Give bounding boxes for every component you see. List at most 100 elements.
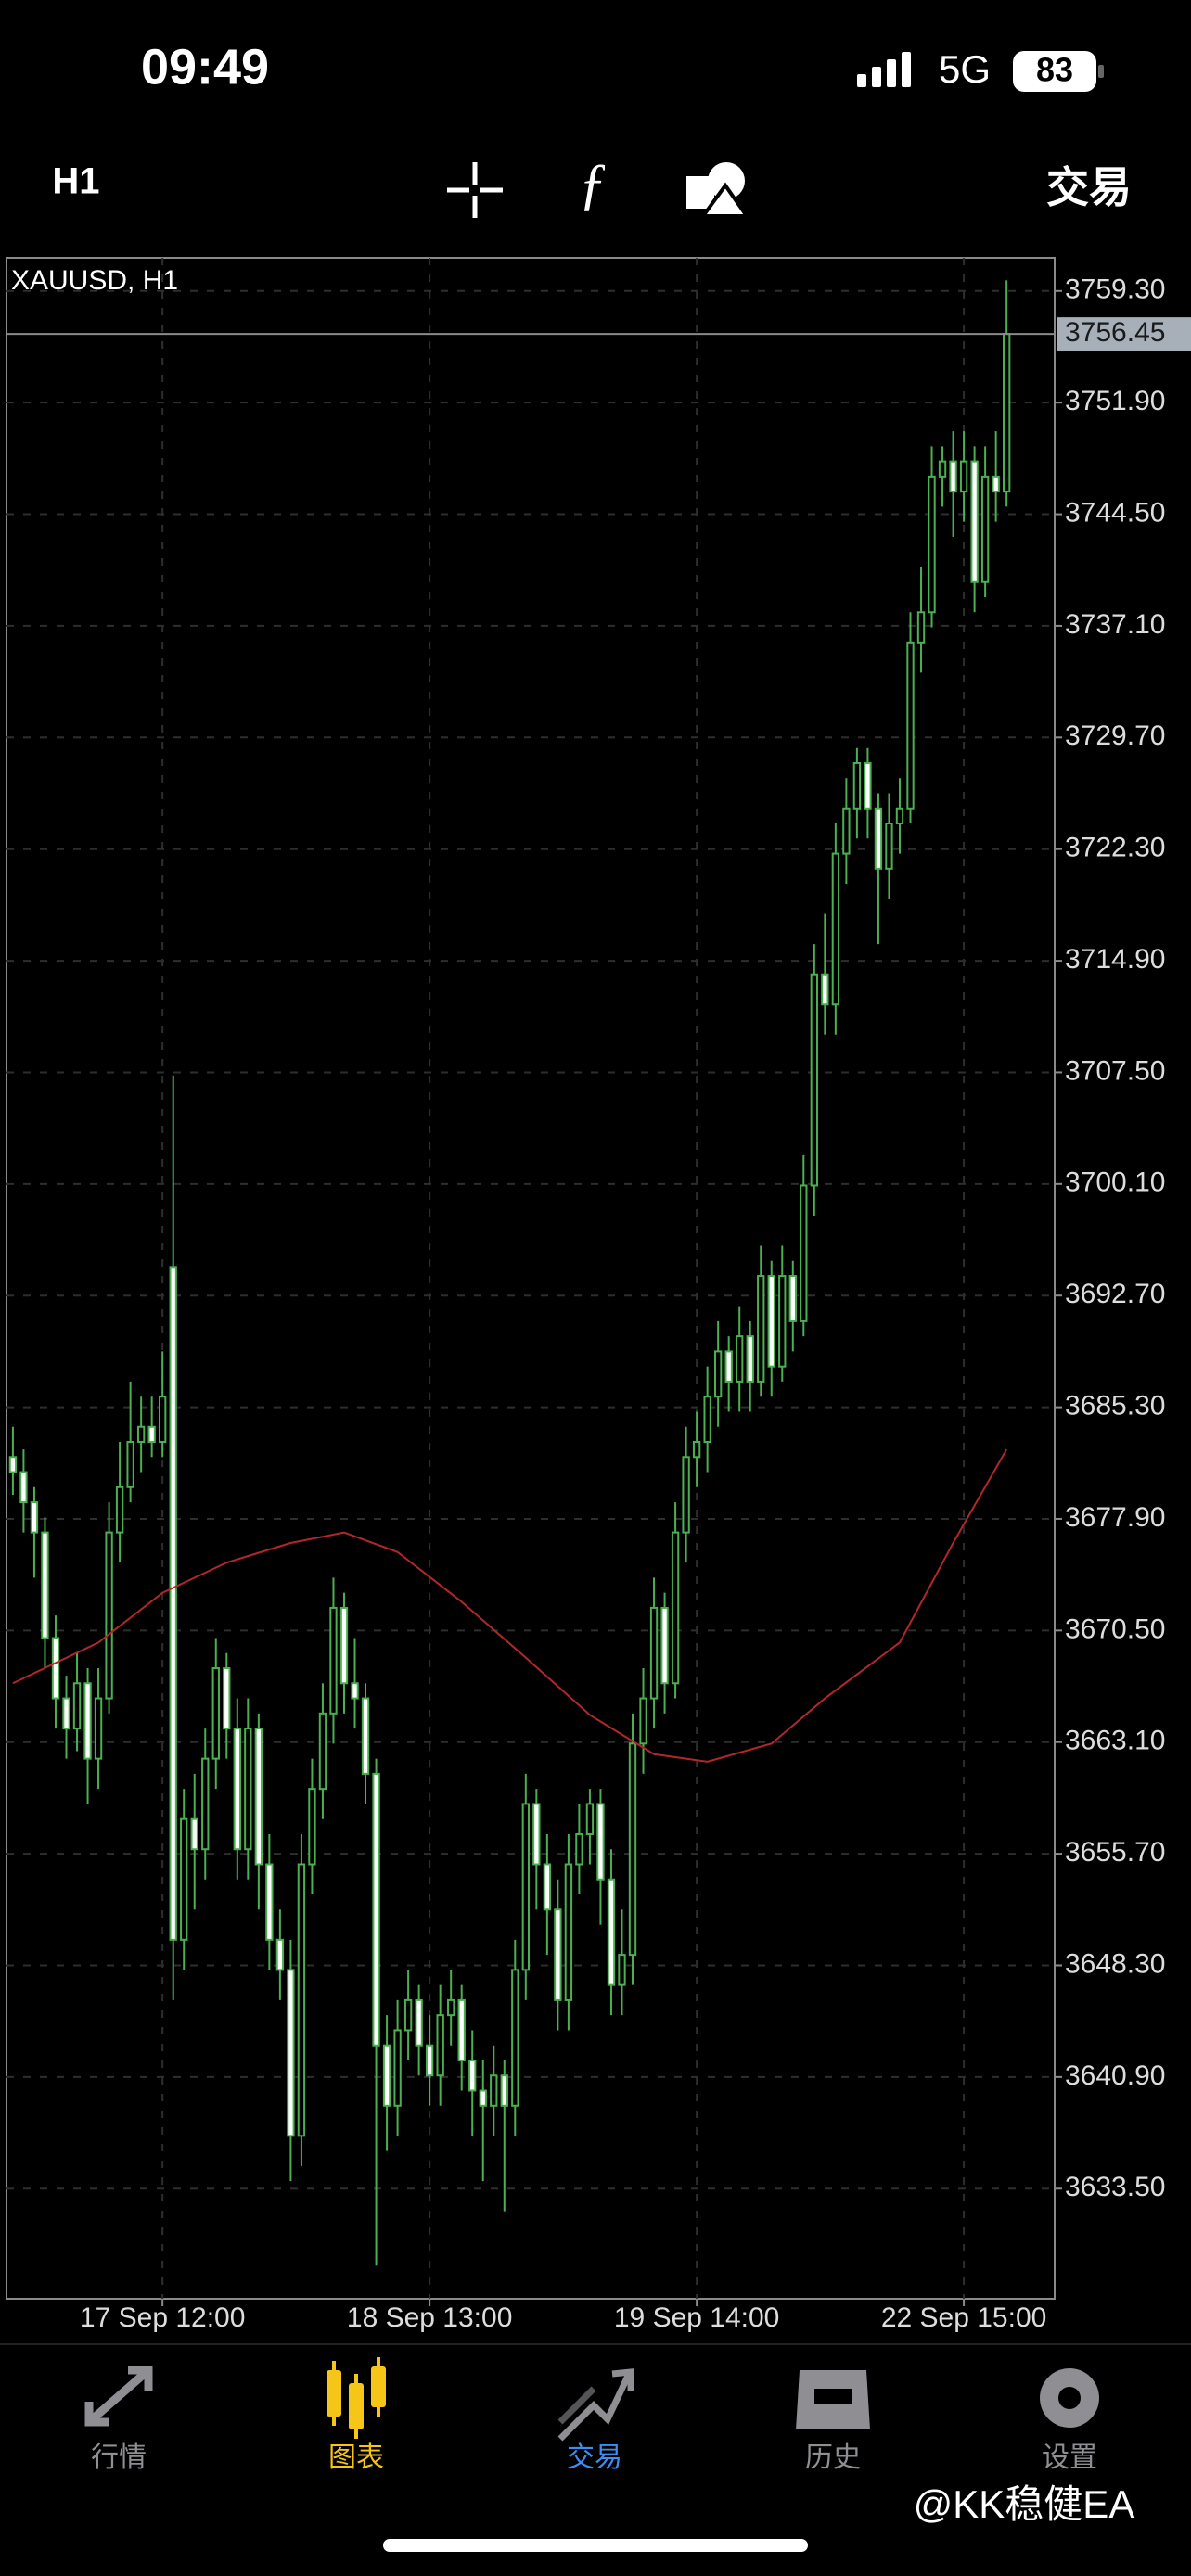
candle-body <box>275 1938 285 1971</box>
watermark: @KK稳健EA <box>914 2482 1135 2526</box>
x-tick-label: 22 Sep 15:00 <box>881 2302 1047 2333</box>
plot <box>6 258 1062 2306</box>
candle-body <box>382 2044 391 2107</box>
candle-body <box>532 1803 541 1866</box>
candle-body <box>393 2029 402 2107</box>
candle-body <box>660 1606 669 1685</box>
candle-body <box>713 1350 723 1398</box>
candle-body <box>767 1275 775 1368</box>
tab-bar: 行情 图表 交易 历史 设置 <box>91 2442 1097 2473</box>
tab-icon-settings <box>1040 2368 1099 2428</box>
candle-body <box>318 1712 327 1791</box>
candle-body <box>8 1456 18 1473</box>
candle-body <box>94 1697 103 1760</box>
candle-body <box>543 1863 552 1911</box>
y-tick-label: 3729.70 <box>1065 721 1165 751</box>
candle-body <box>703 1396 711 1444</box>
candle-body <box>115 1486 124 1534</box>
candle-body <box>874 807 883 870</box>
battery <box>1013 51 1096 92</box>
candle-body <box>83 1682 92 1760</box>
candle-body <box>19 1471 28 1504</box>
x-tick-label: 17 Sep 12:00 <box>80 2302 246 2333</box>
candle-body <box>361 1697 370 1775</box>
candle-body <box>511 1969 519 2107</box>
candle-body <box>72 1682 82 1730</box>
tab-label[interactable]: 设置 <box>1042 2442 1097 2473</box>
candle-body <box>938 460 947 478</box>
candle-body <box>190 1817 198 1851</box>
candle-body <box>895 807 904 825</box>
indicators-button[interactable]: ƒ <box>579 153 608 216</box>
candle-body <box>41 1531 49 1639</box>
last-price-label: 3756.45 <box>1065 317 1165 348</box>
candle-body <box>575 1832 583 1866</box>
signal-icon <box>857 52 911 87</box>
x-tick-label: 19 Sep 14:00 <box>614 2302 780 2333</box>
tab-label[interactable]: 历史 <box>805 2442 861 2473</box>
candle-body <box>159 1396 167 1444</box>
tab-label[interactable]: 交易 <box>567 2442 622 2473</box>
y-tick-label: 3648.30 <box>1065 1948 1165 1979</box>
y-tick-label: 3655.70 <box>1065 1837 1165 1868</box>
candle-body <box>800 1184 808 1322</box>
candle-body <box>490 2074 498 2107</box>
y-tick-label: 3722.30 <box>1065 833 1165 863</box>
candle-body <box>671 1531 680 1685</box>
y-tick-label: 3677.90 <box>1065 1502 1165 1533</box>
candle-body <box>308 1788 316 1866</box>
y-tick-label: 3714.90 <box>1065 944 1165 975</box>
x-tick-label: 18 Sep 13:00 <box>347 2302 513 2333</box>
candle-body <box>618 1954 626 1986</box>
candle-body <box>521 1803 530 1971</box>
tab-icon-chart <box>327 2357 386 2439</box>
candle-body <box>746 1335 754 1383</box>
candle-body <box>916 611 926 644</box>
moving-average <box>12 1448 1008 1763</box>
y-tick-label: 3692.70 <box>1065 1279 1165 1309</box>
candle-body <box>436 2014 444 2077</box>
y-tick-label: 3737.10 <box>1065 609 1165 640</box>
candle-body <box>959 460 968 493</box>
candle-body <box>885 823 893 870</box>
candle-body <box>778 1275 787 1368</box>
y-tick-label: 3759.30 <box>1065 274 1165 305</box>
tab-label[interactable]: 行情 <box>91 2442 147 2473</box>
candle-body <box>403 1998 413 2032</box>
candle-body <box>500 2074 508 2107</box>
candle-body <box>201 1757 210 1851</box>
candle-body <box>169 1266 177 1941</box>
candle-body <box>842 807 851 855</box>
trade-button[interactable]: 交易 <box>1046 163 1132 211</box>
candle-body <box>970 460 979 583</box>
candle-body <box>831 852 840 1006</box>
objects-button[interactable] <box>686 162 750 218</box>
candle-body <box>372 1772 380 2047</box>
candle-body <box>51 1637 60 1700</box>
candle-body <box>928 475 936 614</box>
candle-body <box>244 1728 252 1851</box>
candle-body <box>147 1425 156 1444</box>
candle-body <box>233 1728 241 1851</box>
timeframe[interactable]: H1 <box>52 161 99 202</box>
candle-body <box>339 1606 349 1685</box>
candle-body <box>211 1667 220 1760</box>
candle-body <box>692 1441 701 1459</box>
candle-body <box>724 1350 733 1383</box>
home-indicator <box>383 2539 808 2552</box>
crosshair-button[interactable] <box>447 162 503 218</box>
candle-body <box>564 1863 573 2001</box>
candle-body <box>180 1817 188 1941</box>
y-tick-label: 3685.30 <box>1065 1391 1165 1422</box>
candle-body <box>254 1728 263 1866</box>
y-tick-label: 3751.90 <box>1065 386 1165 416</box>
tab-label[interactable]: 图表 <box>328 2442 384 2473</box>
candle-body <box>810 973 818 1187</box>
y-tick-label: 3670.50 <box>1065 1613 1165 1644</box>
candle-body <box>415 1998 423 2047</box>
candle-body <box>136 1425 146 1444</box>
candle-body <box>585 1803 595 1835</box>
